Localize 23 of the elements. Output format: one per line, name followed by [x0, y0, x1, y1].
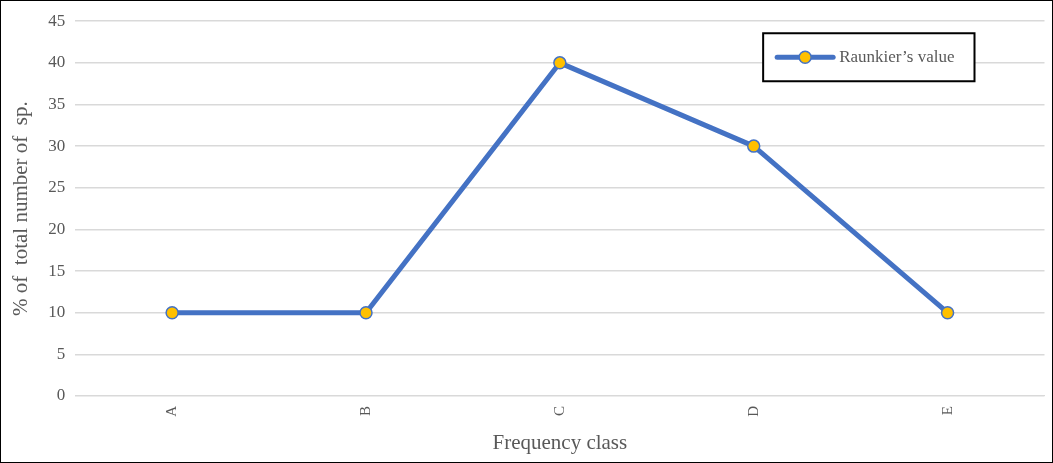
y-tick-label: 20 — [48, 218, 66, 238]
point — [746, 139, 761, 153]
x-tick-label: D — [744, 405, 761, 417]
y-tick-label: 15 — [48, 260, 66, 280]
y-tick-label: 30 — [48, 135, 66, 155]
x-axis-title: Frequency class — [492, 429, 628, 454]
point — [165, 305, 179, 320]
x-tick-label: E — [938, 405, 955, 416]
y-tick-label: 5 — [56, 343, 66, 363]
y-tick-label: 45 — [48, 10, 66, 30]
point — [553, 56, 567, 70]
y-tick-label: 10 — [48, 302, 66, 322]
y-tick-label: 40 — [48, 52, 66, 72]
x-tick-label: B — [356, 405, 373, 416]
x-tick-label: A — [163, 405, 180, 417]
y-axis-title: % of total number of sp. — [8, 101, 33, 316]
y-tick-label: 25 — [48, 177, 66, 197]
point — [359, 305, 373, 320]
y-tick-label: 0 — [56, 385, 66, 405]
legend-label: Raunkier’s value — [839, 46, 955, 66]
x-tick-label: C — [550, 405, 567, 416]
point — [940, 305, 955, 320]
y-tick-label: 35 — [48, 93, 66, 113]
